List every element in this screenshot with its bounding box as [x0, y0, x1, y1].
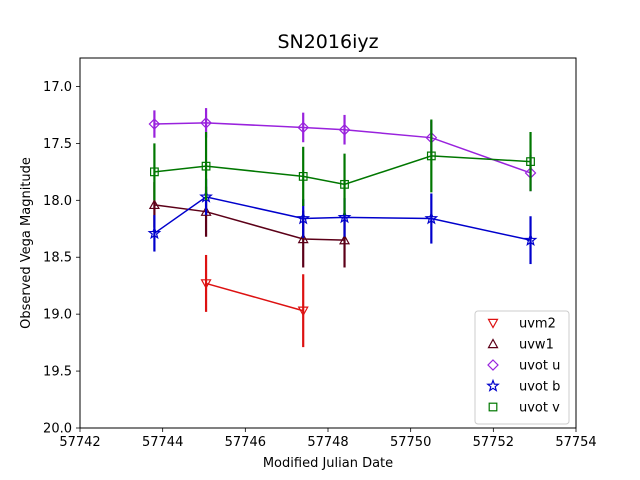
series-uvm2 [200, 254, 309, 348]
x-tick-label: 57746 [225, 435, 266, 450]
data-point-uvot-v [526, 157, 535, 167]
data-point-uvot-u [148, 118, 161, 130]
x-tick-label: 57742 [59, 435, 100, 450]
series-line-uvm2 [205, 282, 304, 312]
data-point-uvot-v [340, 179, 349, 189]
x-tick-label: 57754 [555, 435, 596, 450]
y-tick-label: 19.0 [43, 308, 72, 323]
chart-title: SN2016iyz [277, 31, 378, 53]
data-point-uvw1 [297, 233, 309, 244]
data-point-uvot-u [200, 117, 212, 129]
series-uvot-v [150, 119, 535, 216]
data-point-uvot-v [150, 167, 159, 177]
legend-marker-uvot-u [487, 359, 499, 371]
legend-marker-uvw1 [487, 338, 499, 349]
x-axis: 57742 57744 57746 57748 57750 57752 57754 [59, 428, 597, 450]
legend-label-uvot-v: uvot v [519, 401, 560, 416]
data-point-uvw1 [200, 205, 212, 216]
y-tick-label: 17.0 [43, 80, 72, 95]
legend-label-uvw1: uvw1 [519, 338, 554, 353]
x-axis-label: Modified Julian Date [263, 456, 393, 471]
legend: uvm2 uvw1 uvot u uvot b uvot v [474, 310, 570, 425]
y-axis-label: Observed Vega Magnitude [19, 157, 34, 329]
series-uvot-b [147, 178, 538, 265]
x-tick-label: 57750 [390, 435, 431, 450]
y-tick-label: 17.5 [43, 137, 72, 152]
x-tick-label: 57748 [307, 435, 348, 450]
data-point-uvot-v [201, 161, 211, 171]
y-tick-label: 19.5 [43, 365, 72, 380]
data-point-uvot-b [147, 226, 162, 240]
legend-marker-uvot-b [486, 378, 500, 392]
legend-label-uvm2: uvm2 [519, 317, 556, 332]
data-point-uvw1 [148, 199, 160, 210]
data-point-uvm2 [297, 306, 309, 317]
y-axis: 17.0 17.5 18.0 18.5 19.0 19.5 20.0 [43, 80, 80, 437]
data-point-uvm2 [200, 279, 212, 290]
y-tick-label: 20.0 [43, 422, 72, 437]
data-point-uvot-v [298, 172, 308, 181]
y-tick-label: 18.5 [43, 251, 72, 266]
data-point-uvot-u [338, 123, 351, 136]
legend-marker-uvm2 [487, 318, 499, 329]
x-tick-label: 57744 [142, 435, 183, 450]
series-line-uvot-b [153, 196, 531, 241]
series-line-uvw1 [154, 204, 345, 241]
data-point-uvot-u [297, 121, 310, 134]
series-layer [147, 108, 538, 348]
data-point-uvot-v [426, 151, 436, 161]
data-point-uvot-b [424, 211, 439, 225]
data-point-uvw1 [339, 234, 351, 245]
data-point-uvot-b [296, 211, 311, 225]
y-tick-label: 18.0 [43, 194, 72, 209]
data-point-uvot-b [523, 232, 538, 246]
legend-label-uvot-u: uvot u [519, 359, 560, 374]
data-point-uvot-b [337, 210, 352, 224]
series-line-uvot-v [154, 155, 531, 186]
legend-label-uvot-b: uvot b [519, 380, 560, 395]
legend-marker-uvot-v [488, 402, 498, 412]
series-line-uvot-u [154, 122, 531, 174]
x-tick-label: 57752 [473, 435, 514, 450]
legend-box [474, 310, 570, 425]
